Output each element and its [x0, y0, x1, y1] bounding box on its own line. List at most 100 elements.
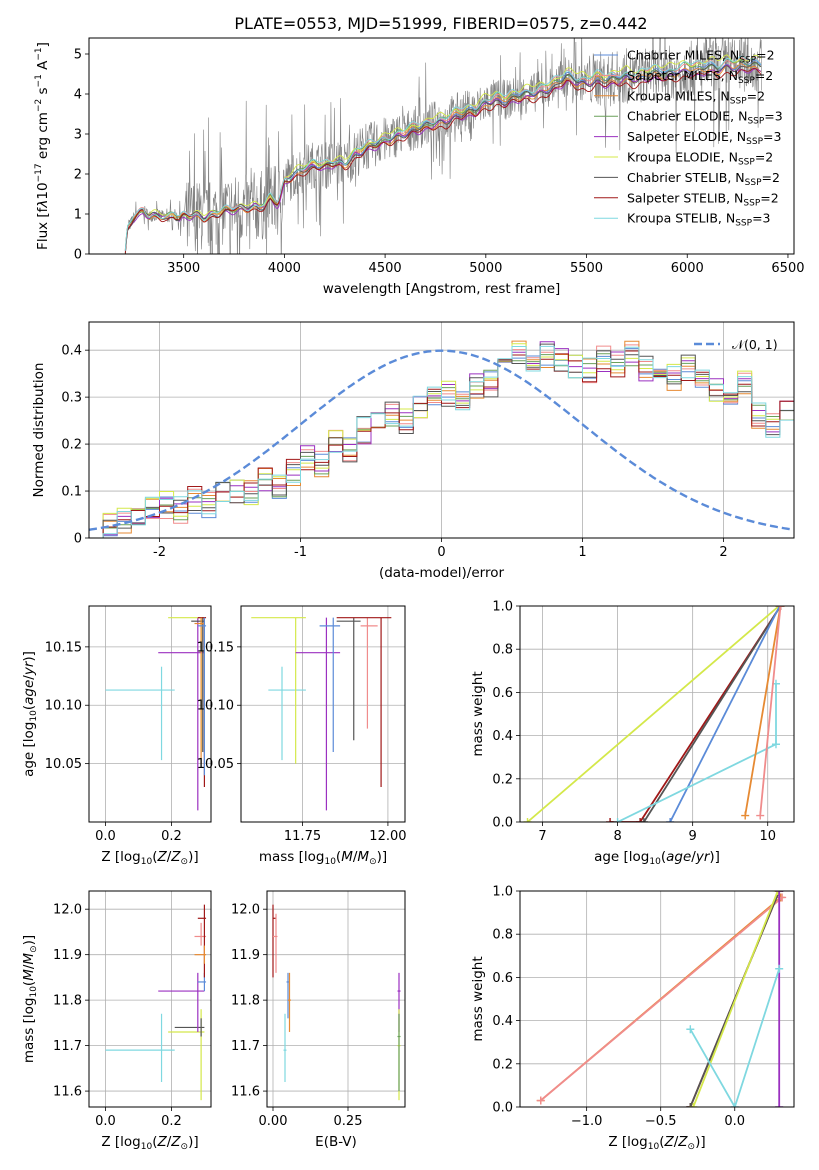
x-axis-label: (data-model)/error — [379, 565, 505, 581]
histogram-salpeter-elodie — [89, 341, 794, 538]
y-tick-label: 4 — [74, 88, 82, 103]
weight-marker — [775, 1103, 784, 1107]
x-tick-label: 5500 — [570, 261, 603, 276]
residual-frame — [88, 321, 795, 539]
errorbar-plot-age_vs_Z — [105, 617, 207, 811]
x-tick-label: 11.75 — [284, 829, 321, 844]
weight-line-kroupa-stelib — [689, 968, 781, 1107]
y-axis-label: age [log10(age/yr)] — [21, 651, 39, 777]
y-tick-label: 0 — [74, 532, 82, 547]
frame-weight_vs_age — [519, 605, 795, 823]
charts-layer: 3500 4000 4500 5000 5500 6000 6500 0 1 2 3 4 5 wavele… — [21, 37, 805, 1152]
y-tick-label: 1.0 — [492, 600, 513, 615]
x-tick-label: 4500 — [369, 261, 402, 276]
y-tick-label: 11.6 — [231, 1085, 260, 1100]
y-tick-label: 0.0 — [492, 1101, 513, 1116]
weight-marker — [730, 1103, 739, 1107]
y-tick-label: 10.10 — [197, 699, 234, 714]
x-tick-label: 6000 — [671, 261, 704, 276]
y-tick-label: 0 — [74, 248, 82, 263]
y-axis-label: mass weight — [470, 956, 486, 1041]
y-tick-label: 12.0 — [231, 903, 260, 918]
model-line-salpeter-stelib — [124, 67, 762, 254]
y-tick-label: 10.10 — [45, 699, 82, 714]
weight-marker — [756, 811, 765, 820]
y-tick-label: 5 — [74, 48, 82, 63]
x-tick-label: 7 — [538, 829, 546, 844]
y-tick-label: 2 — [74, 168, 82, 183]
weight-line-chabrier-miles — [669, 606, 781, 822]
weight-line-salpeter-miles — [540, 896, 783, 1102]
frame-mass_vs_Z — [88, 890, 212, 1108]
frame-age_vs_mass — [240, 605, 406, 823]
spectrum-plot — [124, 38, 762, 254]
y-axis-label: mass weight — [470, 671, 486, 756]
y-tick-label: 0.2 — [61, 438, 82, 453]
model-line-salpeter-elodie — [124, 64, 762, 252]
x-tick-label: 6500 — [771, 261, 804, 276]
legend-label: Chabrier MILES, NSSP=2 — [627, 48, 775, 66]
x-axis-label: Z [log10(Z/Z⊙)] — [101, 849, 198, 867]
y-axis-label: Normed distribution — [31, 363, 47, 498]
weight-marker — [606, 818, 615, 822]
x-axis-label: Z [log10(Z/Z⊙)] — [101, 1134, 198, 1152]
y-tick-label: 11.8 — [231, 994, 260, 1009]
axes-spectrum: 3500 4000 4500 5000 5500 6000 6500 0 1 2 3 4 5 wavele… — [34, 42, 805, 297]
x-tick-label: 0.00 — [259, 1114, 288, 1129]
weight-marker — [536, 1096, 545, 1105]
weight-marker — [639, 818, 648, 822]
x-tick-label: -1 — [294, 545, 307, 560]
errorbar-plot-mass_vs_ebv — [272, 904, 401, 1101]
histogram-chabrier-stelib — [89, 343, 794, 538]
data-spectrum-line — [125, 38, 762, 254]
y-tick-label: 0.4 — [61, 344, 82, 359]
legend-label: Chabrier STELIB, NSSP=2 — [627, 170, 780, 188]
weight-marker — [741, 811, 750, 820]
x-tick-label: 10 — [759, 829, 776, 844]
y-tick-label: 11.8 — [53, 994, 82, 1009]
x-tick-label: 0.0 — [724, 1114, 745, 1129]
y-tick-label: 0.1 — [61, 485, 82, 500]
y-tick-label: 0.0 — [492, 816, 513, 831]
x-axis-label: wavelength [Angstrom, rest frame] — [323, 281, 561, 297]
y-tick-label: 10.05 — [197, 757, 234, 772]
weight-marker — [776, 606, 785, 610]
normal-curve — [89, 349, 792, 531]
weight-line-kroupa-elodie — [692, 891, 779, 1107]
x-tick-label: 3500 — [167, 261, 200, 276]
x-tick-label: 0.2 — [161, 829, 182, 844]
y-tick-label: 0.4 — [492, 1014, 513, 1029]
x-axis-label: mass [log10(M/M⊙)] — [259, 849, 387, 867]
weight-line-kroupa-miles — [744, 606, 782, 816]
x-tick-label: 5000 — [469, 261, 502, 276]
x-axis-label: E(B-V) — [315, 1134, 357, 1150]
y-tick-label: 11.9 — [231, 948, 260, 963]
y-tick-label: 10.15 — [197, 640, 234, 655]
weight-marker — [686, 1025, 695, 1034]
x-axis-label: age [log10(age/yr)] — [594, 849, 720, 867]
legend-label: Salpeter ELODIE, NSSP=3 — [627, 129, 781, 147]
x-tick-label: 0 — [437, 545, 445, 560]
weight-marker — [775, 891, 784, 895]
weight-marker — [689, 1103, 698, 1107]
weight-line-kroupa-elodie — [526, 606, 780, 822]
weight-line-salpeter-stelib — [610, 606, 782, 822]
y-tick-label: 0.8 — [492, 643, 513, 658]
x-tick-label: 0.0 — [95, 829, 116, 844]
y-tick-label: 0.8 — [492, 928, 513, 943]
y-tick-label: 11.7 — [231, 1039, 260, 1054]
axes-age_vs_Z: 0.0 0.2 10.05 10.10 10.15 Z [log10(Z/Z⊙)] age … — [21, 606, 211, 867]
y-tick-label: 10.05 — [45, 757, 82, 772]
weight-line-salpeter-miles — [759, 606, 782, 816]
frame-mass_vs_ebv — [266, 890, 406, 1108]
y-axis-label: mass [log10(M/M⊙)] — [21, 935, 39, 1063]
histogram-kroupa-elodie — [89, 343, 794, 538]
axes-mass_vs_Z: 0.0 0.2 11.6 11.7 11.8 11.9 12.0 Z [log10(Z/Z⊙)… — [21, 891, 211, 1152]
x-tick-label: 9 — [689, 829, 697, 844]
legend-label: Kroupa ELODIE, NSSP=2 — [627, 150, 773, 168]
x-tick-label: 0.0 — [95, 1114, 116, 1129]
y-tick-label: 1 — [74, 208, 82, 223]
y-tick-label: 0.2 — [492, 772, 513, 787]
y-axis-label: Flux [fλ10−17 erg cm−2 s−1 A−1] — [34, 42, 51, 250]
